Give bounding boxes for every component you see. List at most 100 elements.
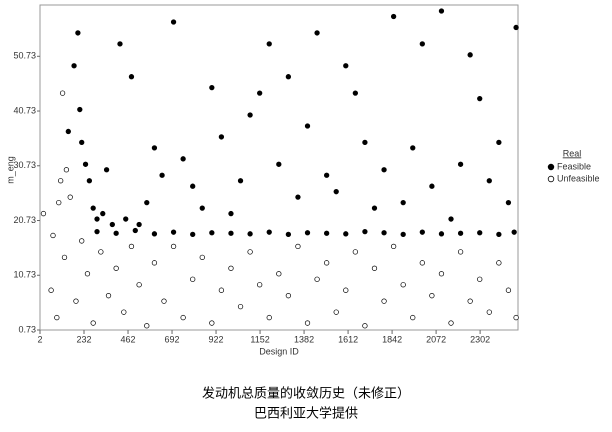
point <box>103 167 110 173</box>
point <box>304 230 311 236</box>
point <box>266 41 272 47</box>
point <box>257 282 263 288</box>
point <box>285 293 292 299</box>
point <box>247 249 253 255</box>
point <box>496 260 502 266</box>
point <box>218 134 225 140</box>
x-tick-label: 1152 <box>250 334 269 344</box>
y-tick-label: 50.73 <box>13 51 36 61</box>
point <box>276 161 282 167</box>
point <box>151 231 158 237</box>
point <box>190 231 196 238</box>
caption: 巴西利亚大学提供 <box>254 405 358 420</box>
legend-label: Unfeasible <box>557 173 600 183</box>
point <box>295 243 301 250</box>
point <box>448 320 454 326</box>
point <box>190 276 196 282</box>
point <box>400 282 406 288</box>
point <box>136 282 142 288</box>
x-tick-label: 2302 <box>470 334 490 344</box>
point <box>237 178 244 184</box>
point <box>90 320 96 326</box>
legend-marker <box>547 163 555 171</box>
point <box>266 229 272 235</box>
point <box>323 172 330 178</box>
point <box>295 194 301 200</box>
point <box>228 265 234 271</box>
point <box>467 298 473 304</box>
point <box>209 320 215 326</box>
point <box>410 314 416 321</box>
point <box>40 210 47 217</box>
point <box>314 276 320 282</box>
point <box>228 210 234 217</box>
point <box>117 41 123 47</box>
point <box>113 230 119 236</box>
x-tick-label: 462 <box>121 334 136 344</box>
y-axis-label: m_eng <box>5 156 15 184</box>
point <box>105 293 112 299</box>
point <box>94 216 100 222</box>
point <box>228 230 234 236</box>
point <box>304 320 311 326</box>
point <box>170 19 177 25</box>
point <box>457 161 464 167</box>
point <box>513 314 519 321</box>
y-tick-label: 30.73 <box>13 160 36 170</box>
point <box>84 271 91 277</box>
point <box>438 271 445 277</box>
point <box>419 41 425 47</box>
point <box>113 265 119 271</box>
point <box>390 243 397 250</box>
point <box>323 260 330 266</box>
point <box>285 231 292 238</box>
point <box>381 230 387 236</box>
point <box>75 30 81 36</box>
point <box>159 172 165 178</box>
point <box>400 199 406 206</box>
point <box>400 231 406 238</box>
point <box>304 123 311 129</box>
point <box>381 167 387 173</box>
point <box>496 231 502 238</box>
point <box>477 230 483 236</box>
point <box>151 260 158 266</box>
point <box>161 298 167 304</box>
point <box>247 112 253 118</box>
point <box>54 314 60 321</box>
x-tick-label: 232 <box>76 334 91 344</box>
point <box>136 221 142 228</box>
point <box>505 199 512 206</box>
point <box>333 189 339 195</box>
x-tick-label: 1382 <box>294 334 314 344</box>
point <box>82 161 89 167</box>
point <box>333 309 339 315</box>
point <box>180 156 186 162</box>
point <box>371 205 378 211</box>
point <box>467 52 473 58</box>
point <box>65 128 71 135</box>
point <box>79 139 85 146</box>
point <box>199 205 205 211</box>
point <box>128 243 135 250</box>
point <box>438 8 445 14</box>
point <box>343 287 349 293</box>
point <box>71 63 77 69</box>
point <box>477 276 483 282</box>
x-tick-label: 2072 <box>426 334 446 344</box>
point <box>438 231 445 237</box>
point <box>429 293 435 299</box>
point <box>343 63 349 69</box>
point <box>59 90 66 96</box>
point <box>144 199 150 206</box>
point <box>323 230 330 236</box>
point <box>362 228 368 235</box>
point <box>457 230 464 236</box>
y-tick-label: 0.73 <box>18 324 36 334</box>
point <box>390 13 397 20</box>
point <box>218 287 225 293</box>
point <box>362 323 368 329</box>
point <box>419 260 425 266</box>
point <box>151 145 158 151</box>
